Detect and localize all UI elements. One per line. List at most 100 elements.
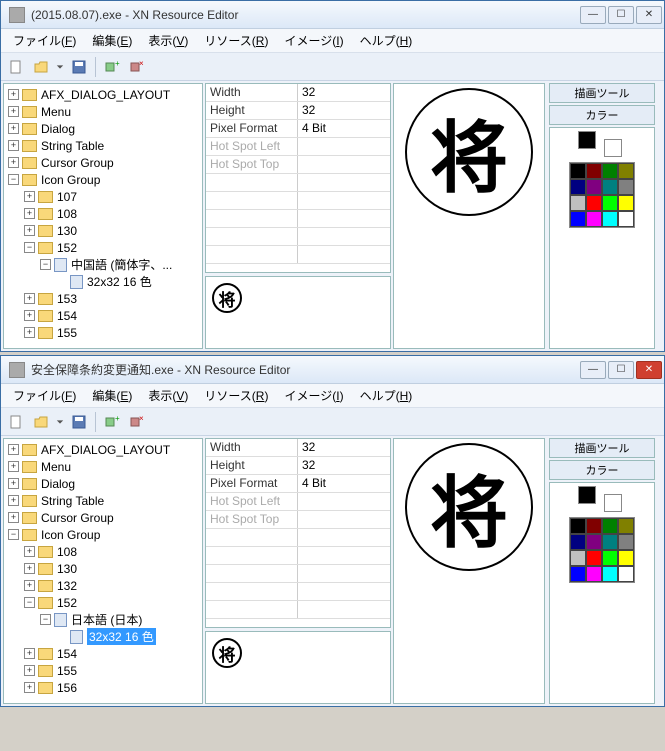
tree-node[interactable]: +AFX_DIALOG_LAYOUT xyxy=(6,441,200,458)
tree-node[interactable]: +130 xyxy=(6,222,200,239)
tree-node[interactable]: +String Table xyxy=(6,492,200,509)
minimize-button[interactable]: — xyxy=(580,361,606,379)
menu-v[interactable]: 表示(V) xyxy=(142,30,194,51)
open-button[interactable] xyxy=(30,411,52,433)
tree-node[interactable]: −日本語 (日本) xyxy=(6,611,200,628)
prop-val[interactable] xyxy=(298,493,390,510)
save-button[interactable] xyxy=(68,411,90,433)
fg-bg-colors[interactable] xyxy=(578,131,626,159)
prop-val[interactable] xyxy=(298,192,390,209)
tree-expander[interactable]: + xyxy=(8,461,19,472)
tree-expander[interactable]: + xyxy=(8,106,19,117)
prop-val[interactable]: 32 xyxy=(298,439,390,456)
color-swatch[interactable] xyxy=(570,211,586,227)
prop-val[interactable] xyxy=(298,210,390,227)
maximize-button[interactable]: ☐ xyxy=(608,361,634,379)
tree-expander[interactable]: + xyxy=(8,157,19,168)
tree-node[interactable]: +Cursor Group xyxy=(6,154,200,171)
menu-h[interactable]: ヘルプ(H) xyxy=(354,385,419,406)
color-swatch[interactable] xyxy=(586,566,602,582)
prop-val[interactable]: 32 xyxy=(298,457,390,474)
menu-h[interactable]: ヘルプ(H) xyxy=(354,30,419,51)
tree-expander[interactable]: + xyxy=(24,293,35,304)
menu-r[interactable]: リソース(R) xyxy=(198,385,274,406)
color-swatch[interactable] xyxy=(586,179,602,195)
icon-editor[interactable]: 将 xyxy=(393,83,545,349)
tree-expander[interactable]: + xyxy=(8,444,19,455)
tree-node[interactable]: −Icon Group xyxy=(6,526,200,543)
tree-node[interactable]: +154 xyxy=(6,307,200,324)
menu-f[interactable]: ファイル(F) xyxy=(7,30,82,51)
color-swatch[interactable] xyxy=(618,179,634,195)
tree-node[interactable]: +107 xyxy=(6,188,200,205)
tree-node[interactable]: −中国語 (簡体字、... xyxy=(6,256,200,273)
close-button[interactable]: ✕ xyxy=(636,361,662,379)
tree-expander[interactable]: + xyxy=(8,478,19,489)
tree-expander[interactable]: − xyxy=(8,174,19,185)
color-swatch[interactable] xyxy=(586,518,602,534)
tree-expander[interactable]: + xyxy=(24,225,35,236)
color-swatch[interactable] xyxy=(570,518,586,534)
tree-node[interactable]: +130 xyxy=(6,560,200,577)
tree-node[interactable]: +156 xyxy=(6,679,200,696)
tree-node[interactable]: +Menu xyxy=(6,103,200,120)
prop-val[interactable] xyxy=(298,156,390,173)
color-swatch[interactable] xyxy=(602,566,618,582)
color-swatch[interactable] xyxy=(618,195,634,211)
color-swatch[interactable] xyxy=(618,566,634,582)
tree-expander[interactable]: + xyxy=(24,682,35,693)
tree-expander[interactable]: + xyxy=(24,563,35,574)
tree-expander[interactable]: + xyxy=(8,140,19,151)
color-swatch[interactable] xyxy=(570,566,586,582)
prop-val[interactable] xyxy=(298,246,390,263)
tree-expander[interactable]: − xyxy=(40,614,51,625)
delete-resource-button[interactable]: × xyxy=(126,56,148,78)
color-swatch[interactable] xyxy=(586,534,602,550)
prop-val[interactable] xyxy=(298,228,390,245)
prop-val[interactable] xyxy=(298,565,390,582)
menu-r[interactable]: リソース(R) xyxy=(198,30,274,51)
prop-val[interactable]: 4 Bit xyxy=(298,120,390,137)
tree-expander[interactable]: + xyxy=(8,495,19,506)
tree-expander[interactable]: + xyxy=(24,327,35,338)
maximize-button[interactable]: ☐ xyxy=(608,6,634,24)
tree-expander[interactable]: + xyxy=(24,580,35,591)
menu-e[interactable]: 編集(E) xyxy=(86,30,138,51)
new-button[interactable] xyxy=(5,411,27,433)
add-resource-button[interactable]: + xyxy=(101,411,123,433)
tree-expander[interactable]: + xyxy=(24,191,35,202)
fg-bg-colors[interactable] xyxy=(578,486,626,514)
tree-expander[interactable]: + xyxy=(8,123,19,134)
tree-expander[interactable]: + xyxy=(24,310,35,321)
tree-node[interactable]: +108 xyxy=(6,543,200,560)
color-swatch[interactable] xyxy=(586,163,602,179)
menu-e[interactable]: 編集(E) xyxy=(86,385,138,406)
tree-node[interactable]: +Menu xyxy=(6,458,200,475)
tree-expander[interactable]: − xyxy=(24,242,35,253)
minimize-button[interactable]: — xyxy=(580,6,606,24)
prop-val[interactable]: 32 xyxy=(298,84,390,101)
prop-val[interactable] xyxy=(298,138,390,155)
tree-expander[interactable]: − xyxy=(40,259,51,270)
tree-expander[interactable]: + xyxy=(8,89,19,100)
tree-node[interactable]: +153 xyxy=(6,290,200,307)
color-swatch[interactable] xyxy=(602,163,618,179)
color-swatch[interactable] xyxy=(618,550,634,566)
tree-node[interactable]: +108 xyxy=(6,205,200,222)
menu-i[interactable]: イメージ(I) xyxy=(278,385,349,406)
close-button[interactable]: ✕ xyxy=(636,6,662,24)
resource-tree[interactable]: +AFX_DIALOG_LAYOUT +Menu +Dialog +String… xyxy=(3,438,203,704)
color-swatch[interactable] xyxy=(586,211,602,227)
color-swatch[interactable] xyxy=(570,195,586,211)
tree-node[interactable]: +132 xyxy=(6,577,200,594)
prop-val[interactable] xyxy=(298,529,390,546)
color-swatch[interactable] xyxy=(570,550,586,566)
prop-val[interactable]: 4 Bit xyxy=(298,475,390,492)
tree-node[interactable]: +AFX_DIALOG_LAYOUT xyxy=(6,86,200,103)
tree-expander[interactable]: + xyxy=(24,546,35,557)
color-swatch[interactable] xyxy=(618,211,634,227)
tree-node[interactable]: +Dialog xyxy=(6,475,200,492)
delete-resource-button[interactable]: × xyxy=(126,411,148,433)
tree-expander[interactable]: + xyxy=(24,648,35,659)
tree-expander[interactable]: − xyxy=(8,529,19,540)
